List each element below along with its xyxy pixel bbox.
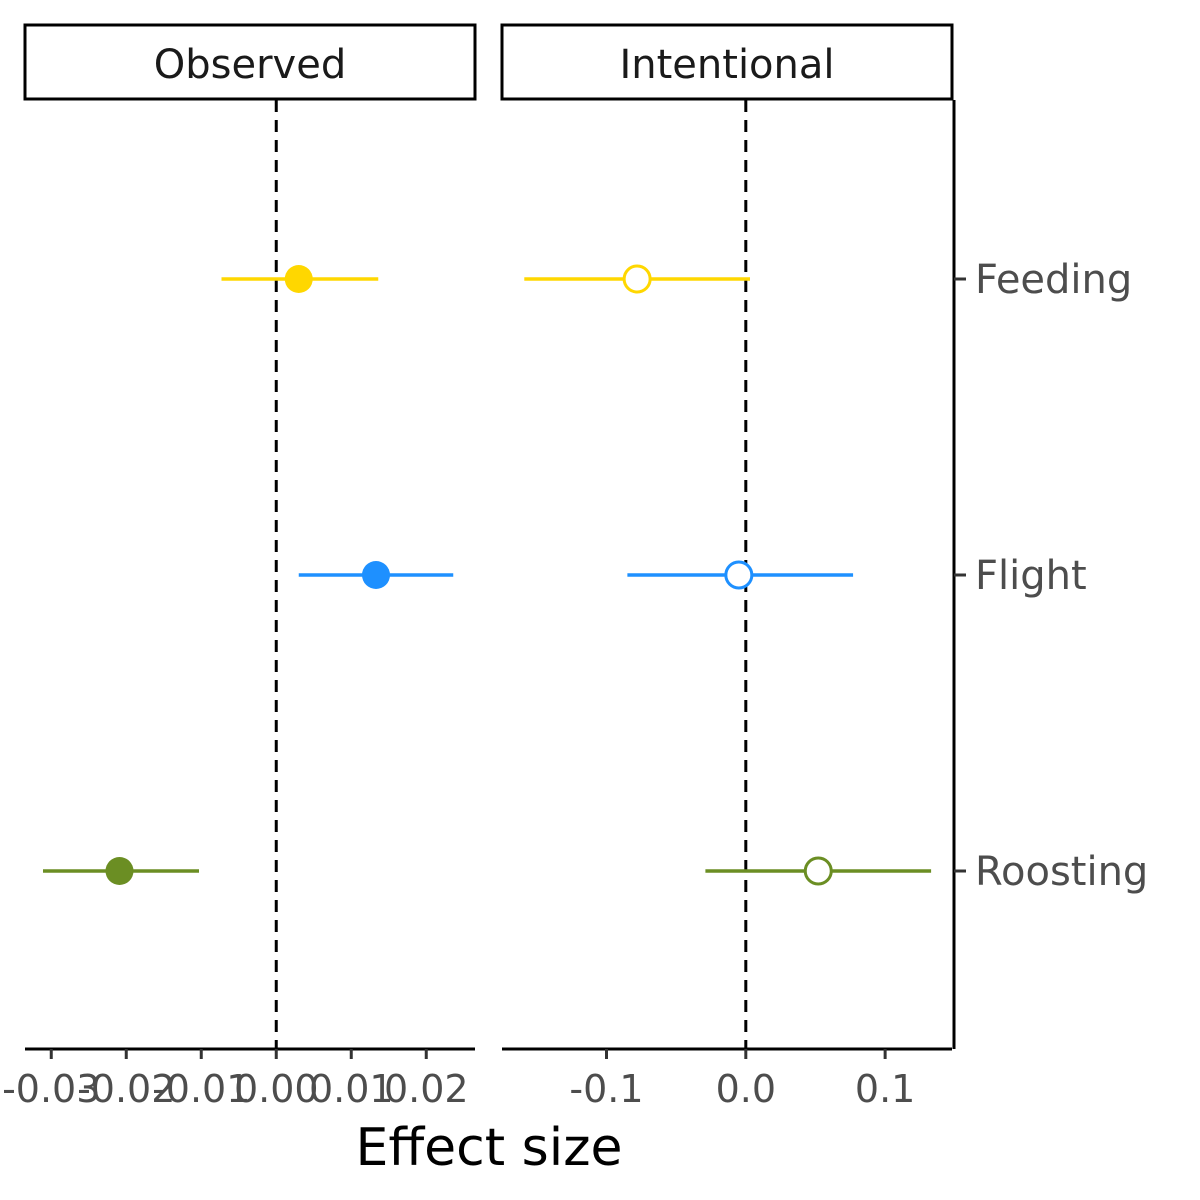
- x-tick-label: 0.1: [855, 1067, 915, 1111]
- facet-strip-label: Observed: [154, 42, 346, 88]
- point-roosting: [803, 856, 833, 886]
- x-tick-label: 0.02: [384, 1067, 469, 1111]
- point-flight: [724, 560, 754, 590]
- point-feeding: [284, 265, 313, 293]
- x-tick-label: -0.01: [152, 1067, 250, 1111]
- panel-observed: -0.03-0.02-0.010.000.010.02: [2, 100, 475, 1111]
- x-tick-label: 0.00: [234, 1067, 319, 1111]
- x-tick-label: -0.02: [77, 1067, 175, 1111]
- facet-strip-box: [23, 23, 477, 101]
- x-axis-title: Effect size: [355, 1118, 622, 1178]
- point-feeding: [622, 264, 652, 294]
- panel-intentional: -0.1 0.0 0.1: [502, 100, 952, 1111]
- point-flight: [362, 561, 390, 589]
- point-roosting: [105, 857, 134, 885]
- facet-strip-intentional: Intentional: [500, 23, 954, 101]
- x-tick-label: -0.03: [2, 1067, 100, 1111]
- category-label-roosting: Roosting: [975, 849, 1148, 895]
- facet-strip-box: [500, 23, 954, 101]
- category-axis: Feeding Flight Roosting: [952, 100, 1148, 1049]
- x-tick-label: -0.1: [569, 1067, 643, 1111]
- facet-strip-label: Intentional: [619, 42, 834, 88]
- facet-strip-observed: Observed: [23, 23, 477, 101]
- category-label-feeding: Feeding: [975, 257, 1132, 303]
- category-label-flight: Flight: [975, 553, 1087, 599]
- x-tick-label: 0.0: [716, 1067, 776, 1111]
- x-tick-label: 0.01: [309, 1067, 394, 1111]
